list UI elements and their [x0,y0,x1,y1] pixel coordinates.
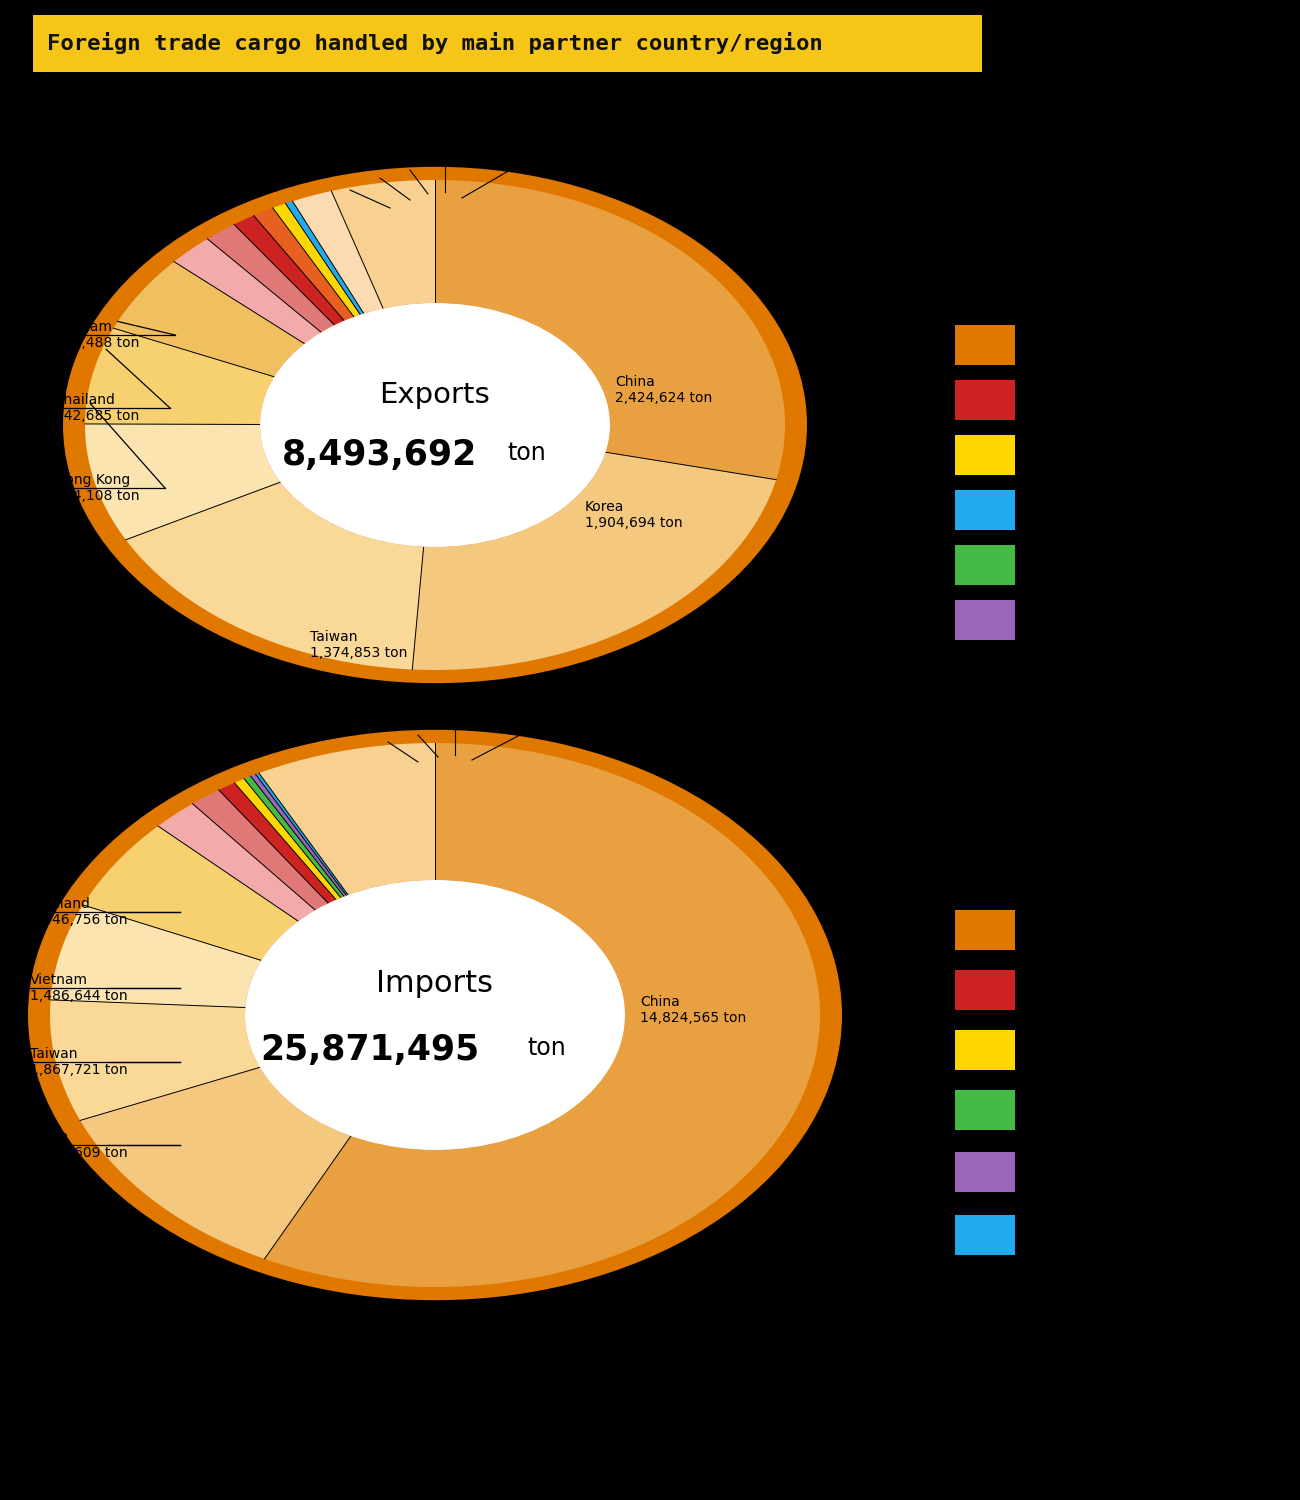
Bar [956,490,1015,530]
Polygon shape [412,452,776,670]
Bar [956,380,1015,420]
Polygon shape [51,904,261,1008]
Bar [956,1215,1015,1255]
Polygon shape [84,328,274,424]
Bar [956,326,1015,364]
Polygon shape [244,776,344,898]
Polygon shape [436,180,785,480]
Polygon shape [192,790,329,910]
Ellipse shape [244,880,625,1150]
Text: Thailand
1,446,756 ton: Thailand 1,446,756 ton [30,897,127,927]
Bar [956,544,1015,585]
Text: Korea
1,904,694 ton: Korea 1,904,694 ton [585,500,682,530]
Text: 8,493,692: 8,493,692 [282,438,477,472]
Text: Taiwan
1,374,853 ton: Taiwan 1,374,853 ton [309,630,407,660]
Bar [956,970,1015,1010]
Text: China
14,824,565 ton: China 14,824,565 ton [640,994,746,1024]
Text: Vietnam
1,486,644 ton: Vietnam 1,486,644 ton [30,974,127,1004]
Bar [956,910,1015,950]
Text: Taiwan
1,867,721 ton: Taiwan 1,867,721 ton [30,1047,127,1077]
Polygon shape [273,204,360,316]
Bar [956,435,1015,476]
Ellipse shape [62,166,807,682]
Text: Korea
2,939,609 ton: Korea 2,939,609 ton [30,1130,127,1160]
Text: Exports: Exports [380,381,490,410]
Text: Foreign trade cargo handled by main partner country/region: Foreign trade cargo handled by main part… [47,33,823,54]
Text: Imports: Imports [377,969,494,998]
Polygon shape [292,190,384,314]
Polygon shape [126,482,424,669]
Polygon shape [332,180,436,309]
Text: Thailand
542,685 ton: Thailand 542,685 ton [55,393,139,423]
Ellipse shape [29,730,842,1300]
Polygon shape [259,742,436,896]
Text: Hong Kong
664,108 ton: Hong Kong 664,108 ton [55,472,139,502]
Polygon shape [254,209,354,321]
Text: 25,871,495: 25,871,495 [260,1034,480,1066]
Polygon shape [84,424,281,540]
Polygon shape [208,225,334,333]
Polygon shape [234,778,341,900]
Polygon shape [113,261,304,376]
Polygon shape [159,804,316,921]
Bar [956,1152,1015,1192]
Polygon shape [174,238,321,344]
Polygon shape [49,1000,260,1120]
Bar [956,1030,1015,1069]
Ellipse shape [260,303,610,548]
Polygon shape [81,1068,351,1258]
Polygon shape [83,827,298,960]
Polygon shape [286,201,364,315]
Text: Vietnam
436,488 ton: Vietnam 436,488 ton [55,320,139,350]
Text: China
2,424,624 ton: China 2,424,624 ton [615,375,712,405]
Text: ton: ton [507,441,546,465]
Bar [956,1090,1015,1130]
Bar [956,600,1015,640]
Polygon shape [234,216,344,326]
Polygon shape [256,772,348,896]
Polygon shape [264,742,820,1287]
Polygon shape [218,783,335,903]
Polygon shape [251,774,347,897]
Text: ton: ton [526,1036,566,1060]
